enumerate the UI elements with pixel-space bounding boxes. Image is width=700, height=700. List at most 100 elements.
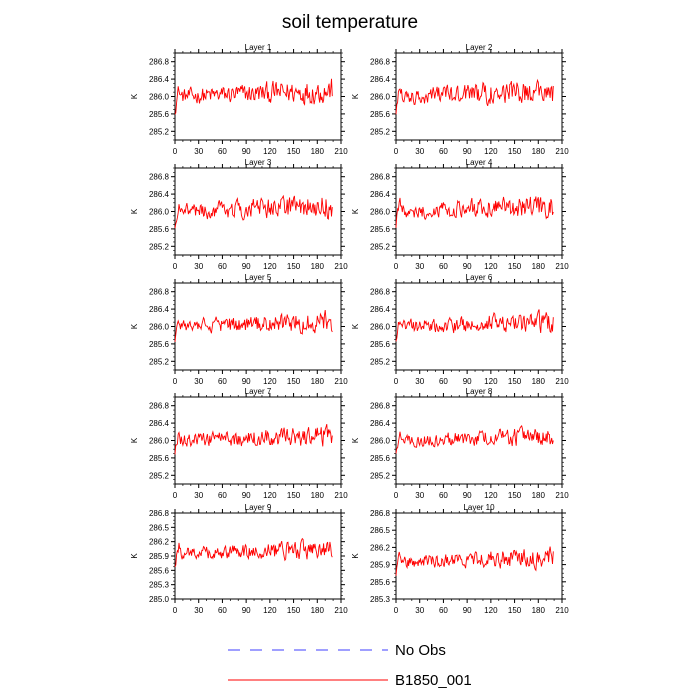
x-tick-label: 60: [218, 491, 227, 500]
x-tick-label: 60: [218, 606, 227, 615]
x-tick-label: 180: [532, 147, 546, 156]
x-tick-label: 150: [508, 606, 522, 615]
x-tick-label: 60: [439, 262, 448, 271]
x-tick-label: 60: [218, 262, 227, 271]
panel-title: Layer 10: [463, 503, 495, 512]
x-tick-label: 150: [508, 262, 522, 271]
series-line-b1850: [174, 78, 333, 115]
x-tick-label: 150: [508, 377, 522, 386]
x-tick-label: 210: [555, 606, 569, 615]
y-tick-label: 285.2: [149, 357, 170, 366]
x-tick-label: 30: [415, 377, 424, 386]
x-tick-label: 210: [334, 606, 348, 615]
x-tick-label: 60: [439, 377, 448, 386]
y-tick-label: 286.0: [370, 323, 391, 332]
y-tick-label: 285.2: [149, 471, 170, 480]
x-tick-label: 150: [287, 147, 301, 156]
y-tick-label: 285.2: [149, 242, 170, 251]
y-tick-label: 285.6: [370, 110, 391, 119]
x-tick-label: 180: [311, 606, 325, 615]
y-tick-label: 286.8: [370, 509, 391, 518]
y-tick-label: 285.6: [370, 340, 391, 349]
panel-layer-3: Layer 3 K 0 30 60 90 120 150 180 210 285.2 285.6 286…: [130, 158, 348, 271]
y-tick-label: 286.8: [149, 509, 170, 518]
x-tick-label: 210: [555, 147, 569, 156]
x-tick-label: 60: [439, 491, 448, 500]
x-tick-label: 0: [173, 262, 178, 271]
panel-ylabel: K: [130, 93, 139, 99]
y-tick-label: 286.0: [370, 437, 391, 446]
x-tick-label: 30: [415, 606, 424, 615]
y-tick-label: 286.8: [370, 402, 391, 411]
x-tick-label: 150: [508, 147, 522, 156]
x-tick-label: 150: [287, 491, 301, 500]
panel-frame: [174, 52, 342, 141]
panel-title: Layer 9: [245, 503, 272, 512]
y-tick-label: 285.9: [370, 561, 391, 570]
x-tick-label: 180: [532, 491, 546, 500]
y-tick-label: 285.2: [370, 127, 391, 136]
x-tick-label: 180: [532, 606, 546, 615]
x-tick-label: 60: [439, 606, 448, 615]
y-tick-label: 286.8: [149, 173, 170, 182]
panel-title: Layer 5: [245, 273, 272, 282]
y-tick-label: 286.8: [149, 402, 170, 411]
panel-layer-6: Layer 6 K 0 30 60 90 120 150 180 210 285.2 285.6 286…: [351, 273, 569, 386]
x-tick-label: 0: [394, 491, 399, 500]
y-tick-label: 286.8: [370, 288, 391, 297]
panel-layer-10: Layer 10 K 0 30 60 90 120 150 180 210 285.3 285.6 28…: [351, 503, 569, 615]
panel-layer-5: Layer 5 K 0 30 60 90 120 150 180 210 285.2 285.6 286…: [130, 273, 348, 386]
x-tick-label: 0: [173, 491, 178, 500]
y-tick-label: 285.2: [370, 357, 391, 366]
y-tick-label: 285.3: [149, 581, 170, 590]
y-tick-label: 286.2: [149, 538, 170, 547]
series-line-b1850: [174, 194, 333, 229]
x-tick-label: 90: [242, 262, 251, 271]
x-tick-label: 90: [463, 491, 472, 500]
x-tick-label: 150: [287, 606, 301, 615]
x-tick-label: 120: [263, 377, 277, 386]
panel-grid: Layer 1 K 0 30 60 90 120 150 180 210 285.2 285.6 286…: [130, 43, 569, 615]
panel-ylabel: K: [130, 323, 139, 329]
y-tick-label: 285.3: [370, 595, 391, 604]
series-line-b1850: [174, 310, 333, 342]
panel-ylabel: K: [130, 208, 139, 214]
y-tick-label: 286.4: [370, 305, 391, 314]
x-tick-label: 120: [484, 377, 498, 386]
series-line-b1850: [395, 425, 554, 454]
legend: No Obs B1850_001: [228, 642, 472, 689]
x-tick-label: 120: [484, 262, 498, 271]
x-tick-label: 90: [242, 491, 251, 500]
panel-ylabel: K: [130, 553, 139, 559]
x-tick-label: 180: [311, 147, 325, 156]
y-tick-label: 286.8: [149, 58, 170, 67]
y-tick-label: 285.6: [149, 225, 170, 234]
panel-layer-8: Layer 8 K 0 30 60 90 120 150 180 210 285.2 285.6 286…: [351, 387, 569, 500]
x-tick-label: 90: [242, 606, 251, 615]
x-tick-label: 120: [484, 606, 498, 615]
x-tick-label: 0: [394, 147, 399, 156]
y-tick-label: 286.2: [370, 543, 391, 552]
x-tick-label: 0: [173, 377, 178, 386]
x-tick-label: 120: [263, 606, 277, 615]
x-tick-label: 30: [415, 262, 424, 271]
panel-title: Layer 2: [466, 43, 493, 52]
y-tick-label: 285.6: [149, 110, 170, 119]
y-tick-label: 286.4: [370, 419, 391, 428]
x-tick-label: 180: [311, 377, 325, 386]
y-tick-label: 286.0: [149, 208, 170, 217]
x-tick-label: 180: [311, 262, 325, 271]
y-tick-label: 285.6: [149, 566, 170, 575]
panel-layer-4: Layer 4 K 0 30 60 90 120 150 180 210 285.2 285.6 286…: [351, 158, 569, 271]
y-tick-label: 286.0: [149, 437, 170, 446]
panel-layer-9: Layer 9 K 0 30 60 90 120 150 180 210 285.0 285.3 285…: [130, 503, 348, 615]
panel-title: Layer 3: [245, 158, 272, 167]
x-tick-label: 30: [194, 491, 203, 500]
y-tick-label: 285.6: [370, 454, 391, 463]
x-tick-label: 120: [263, 262, 277, 271]
figure-title: soil temperature: [282, 12, 418, 33]
series-line-b1850: [395, 196, 554, 228]
y-tick-label: 286.8: [370, 58, 391, 67]
y-tick-label: 285.2: [149, 127, 170, 136]
panel-ylabel: K: [351, 553, 360, 559]
